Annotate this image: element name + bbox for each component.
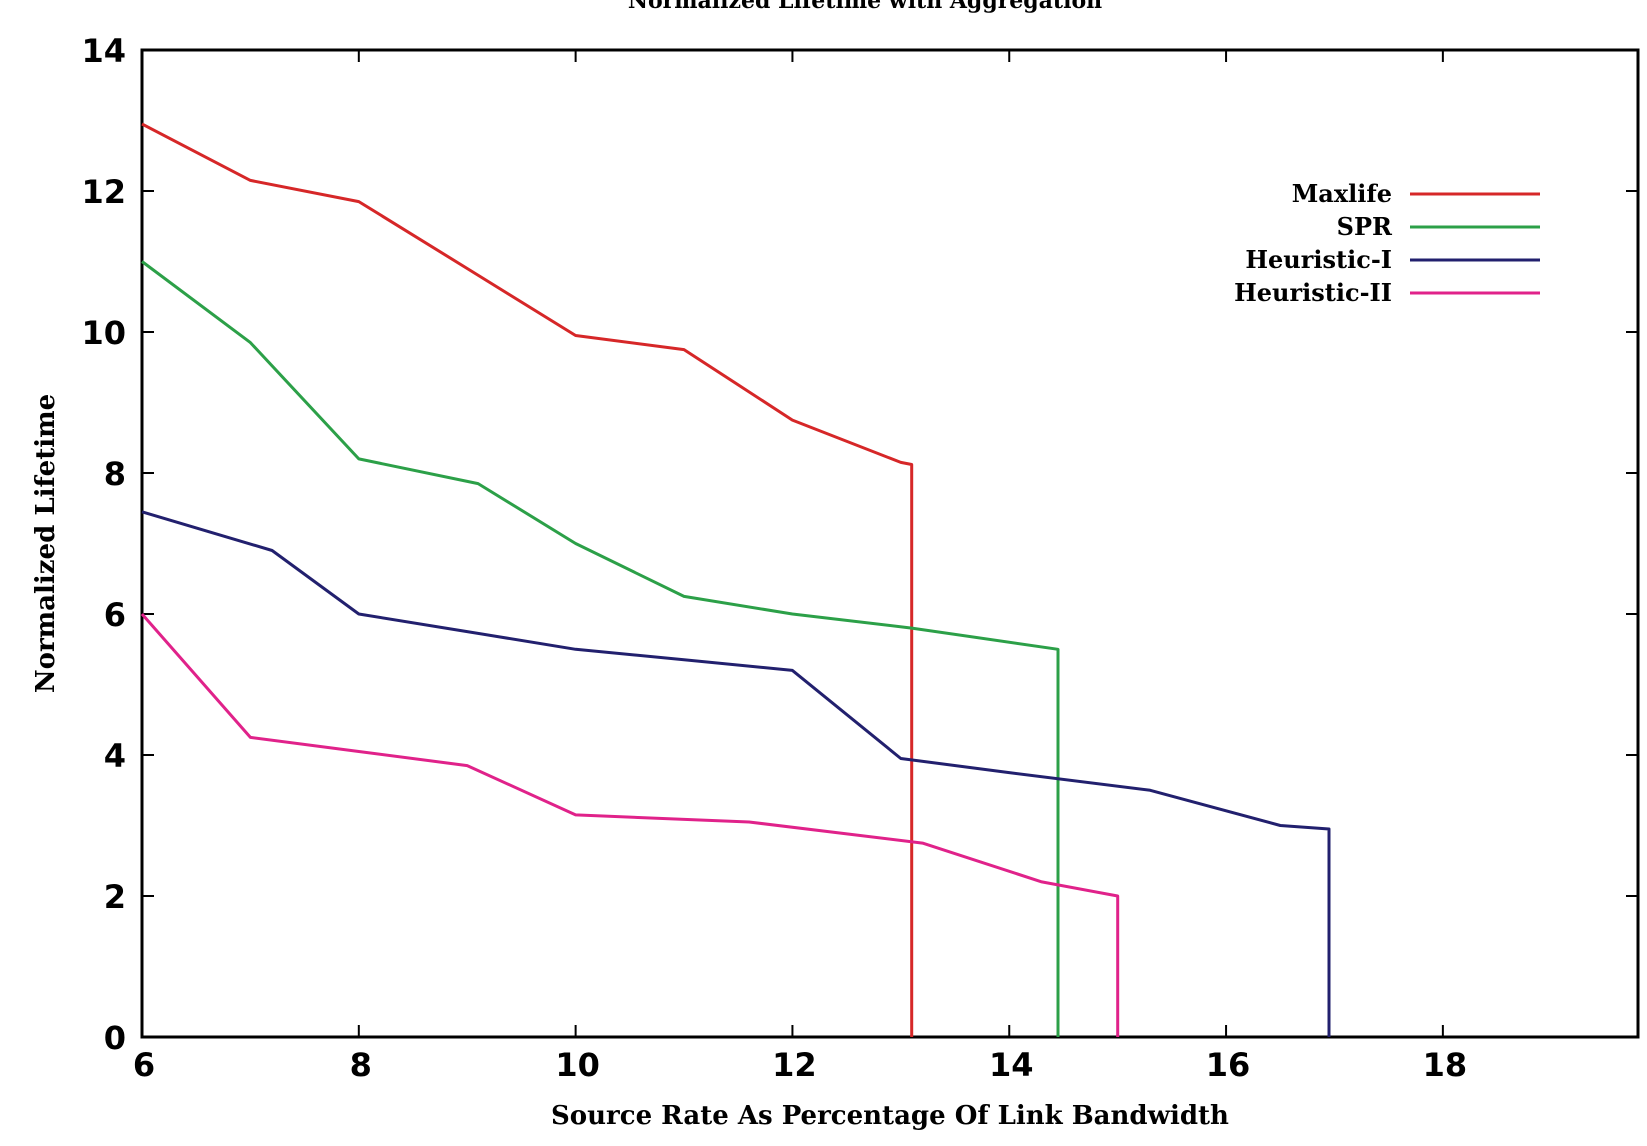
x-tick-label: 6 [133,1046,155,1084]
plot-border [140,48,1640,1039]
legend-label: Heuristic-II [1234,278,1392,307]
series-line-spr [141,260,1060,1037]
y-tick-label: 0 [104,1019,126,1057]
x-tick-label: 18 [1423,1046,1468,1084]
x-tick-label: 10 [555,1046,600,1084]
legend-label: SPR [1337,212,1393,241]
y-tick-label: 8 [104,455,126,493]
series-lines [140,122,1331,1037]
series-line-heuristic-i [141,510,1331,1037]
chart-title: Normalized Lifetime with Aggregation [628,0,1102,14]
series-line-maxlife [141,122,914,1037]
x-axis-label: Source Rate As Percentage Of Link Bandwi… [551,1101,1229,1131]
x-tick-label: 14 [989,1046,1034,1084]
y-tick-label: 10 [81,314,126,352]
legend-label: Heuristic-I [1245,245,1392,274]
y-tick-label: 4 [104,737,126,775]
y-tick-label: 2 [104,878,126,916]
x-tick-label: 12 [772,1046,817,1084]
y-tick-label: 14 [81,32,126,70]
series-line-heuristic-ii [140,613,1120,1037]
x-tick-label: 16 [1206,1046,1251,1084]
legend: Maxlife SPR Heuristic-I Heuristic-II [1234,179,1540,307]
y-tick-label: 12 [81,173,126,211]
y-axis-label: Normalized Lifetime [31,394,61,693]
plot-frame [140,48,1640,1039]
x-tick-label: 8 [350,1046,372,1084]
axis-ticks: 6 8 10 12 14 16 18 0 2 4 6 8 10 12 14 [81,32,1638,1084]
legend-label: Maxlife [1292,179,1392,208]
y-tick-label: 6 [104,596,126,634]
